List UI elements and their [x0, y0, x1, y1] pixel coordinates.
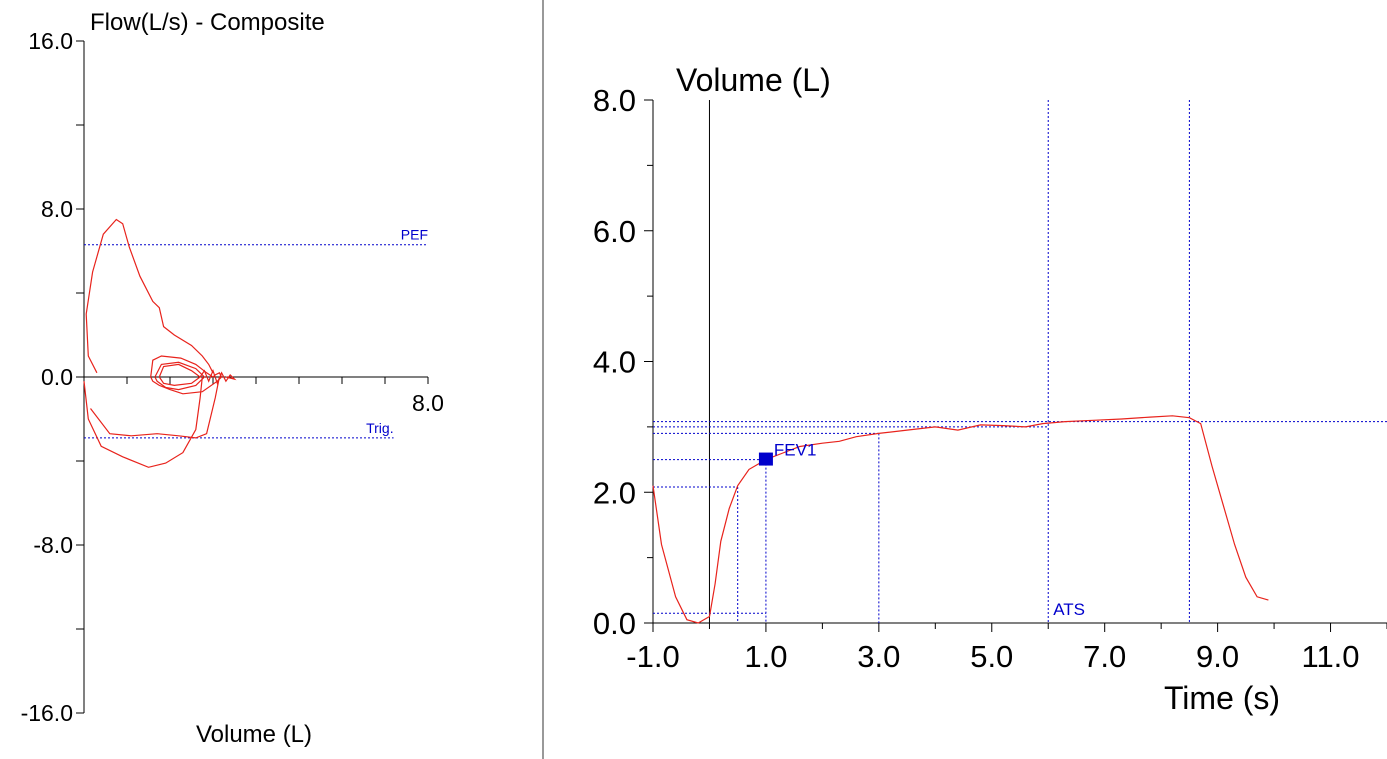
volume-time-curve-1	[652, 415, 1269, 624]
time-x-tick-label: 7.0	[1083, 639, 1126, 674]
reference-line-label: Trig.	[366, 420, 393, 436]
volume-x-tick-label: 8.0	[412, 390, 444, 416]
flow-y-tick-label: 16.0	[28, 28, 73, 54]
flow-y-tick-label: 8.0	[41, 196, 73, 222]
flow-volume-axes: 16.0 8.0 0.0 -8.0 -16.0 8.0	[21, 28, 444, 726]
flow-volume-reference-lines: PEF Trig.	[84, 227, 428, 439]
volume-time-chart: Volume (L) 0.0 2.0 4.0 6.0 8.0 -1.0 1.0 3.0 5.0 7…	[593, 62, 1387, 716]
flow-volume-loop-1	[85, 218, 214, 374]
flow-volume-loop-7	[199, 368, 237, 386]
volume-y-tick-label: 0.0	[593, 606, 636, 641]
volume-time-axes: 0.0 2.0 4.0 6.0 8.0 -1.0 1.0 3.0 5.0 7.0 9.0 11.0	[593, 83, 1387, 674]
flow-y-tick-label: -8.0	[33, 532, 73, 558]
flow-volume-chart: Flow(L/s) - Composite 16.0 8.0 0.0 -8.0 -16.…	[21, 9, 444, 748]
time-x-tick-label: 11.0	[1302, 639, 1360, 674]
flow-volume-x-axis-label: Volume (L)	[196, 721, 312, 748]
reference-line-label: PEF	[401, 227, 428, 243]
volume-time-x-axis-label: Time (s)	[1164, 680, 1280, 716]
fev1-marker	[758, 452, 773, 466]
time-x-tick-label: 3.0	[857, 639, 900, 674]
flow-volume-title: Flow(L/s) - Composite	[90, 9, 325, 36]
time-x-tick-label: 5.0	[970, 639, 1013, 674]
flow-volume-loop-3	[90, 376, 220, 439]
volume-time-annotations: FEV1 ATS	[758, 441, 1085, 619]
flow-volume-loop-5	[154, 361, 206, 391]
volume-y-tick-label: 4.0	[593, 345, 636, 380]
ats-label: ATS	[1053, 600, 1085, 619]
flow-y-tick-label: 0.0	[41, 364, 73, 390]
time-x-tick-label: 9.0	[1196, 639, 1239, 674]
flow-y-tick-label: -16.0	[21, 700, 73, 726]
time-x-tick-label: 1.0	[744, 639, 787, 674]
volume-time-y-axis-label: Volume (L)	[676, 62, 831, 98]
time-x-tick-label: -1.0	[626, 639, 679, 674]
volume-y-tick-label: 8.0	[593, 83, 636, 118]
flow-volume-curves	[83, 218, 237, 468]
volume-time-curves	[652, 415, 1269, 624]
volume-time-reference-lines	[653, 100, 1387, 623]
volume-y-tick-label: 6.0	[593, 214, 636, 249]
flow-volume-loop-2	[83, 376, 203, 468]
fev1-label: FEV1	[774, 441, 817, 460]
volume-y-tick-label: 2.0	[593, 475, 636, 510]
